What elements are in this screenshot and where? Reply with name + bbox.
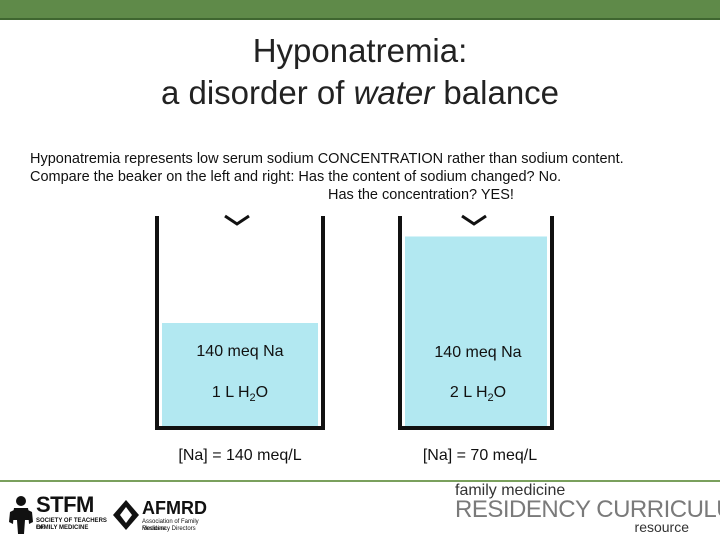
- title-emphasis: water: [353, 74, 435, 111]
- beaker-left-sodium: 140 meq Na: [196, 343, 284, 360]
- beaker-left-water-sub: 2: [249, 392, 256, 405]
- title-line-2-prefix: a disorder of: [160, 74, 354, 111]
- intro-text: Hyponatremia represents low serum sodium…: [30, 150, 700, 204]
- beaker-right-water: [405, 236, 547, 426]
- slide-title: Hyponatremia: a disorder of water balanc…: [0, 30, 720, 114]
- beaker-right-outline: [398, 216, 554, 430]
- afmrd-subtitle-1: Association of Family Medicine: [142, 519, 199, 532]
- stfm-subtitle-2: FAMILY MEDICINE: [36, 525, 89, 531]
- beaker-left-water-suffix: O: [255, 384, 269, 401]
- beaker-right-water-prefix: 2 L H: [449, 384, 488, 401]
- footer-divider: [0, 480, 720, 482]
- beaker-right-concentration: [Na] = 70 meq/L: [422, 447, 538, 464]
- afmrd-emblem-icon: [113, 500, 139, 530]
- beaker-right-water-sub: 2: [487, 392, 494, 405]
- beaker-left-water: [162, 323, 318, 426]
- stfm-subtitle-1: SOCIETY OF TEACHERS OF: [36, 518, 107, 531]
- beaker-left-graphic: [155, 214, 325, 430]
- header-divider: [0, 18, 720, 20]
- stfm-emblem-icon: [9, 496, 33, 534]
- beaker-right-sodium: 140 meq Na: [434, 344, 522, 361]
- curriculum-line-3: resource: [634, 519, 689, 535]
- intro-line-1: Hyponatremia represents low serum sodium…: [30, 151, 624, 167]
- afmrd-logo: AFMRD Association of Family Medicine Res…: [112, 498, 222, 538]
- curriculum-logo: family medicine RESIDENCY CURRICULUM res…: [455, 482, 720, 538]
- header-bar: [0, 0, 720, 18]
- beaker-left-outline: [155, 216, 325, 430]
- beaker-right: 140 meq Na 2 L H2O: [398, 212, 554, 430]
- stfm-name: STFM: [36, 492, 94, 517]
- title-line-1: Hyponatremia:: [252, 32, 468, 69]
- afmrd-subtitle-2: Residency Directors: [142, 526, 196, 532]
- beaker-left: 140 meq Na 1 L H2O: [155, 212, 325, 430]
- intro-line-3: Has the concentration? YES!: [328, 187, 514, 203]
- title-line-2-suffix: balance: [434, 74, 560, 111]
- beaker-left-water-volume: 1 L H2O: [160, 384, 320, 404]
- beaker-left-spout: [224, 214, 250, 226]
- title-line-2: a disorder of water balance: [0, 72, 720, 114]
- beaker-left-water-prefix: 1 L H: [211, 384, 250, 401]
- curriculum-line-1: family medicine: [455, 482, 566, 499]
- beaker-right-spout: [461, 214, 487, 226]
- beaker-left-concentration: [Na] = 140 meq/L: [178, 447, 302, 464]
- intro-line-2: Compare the beaker on the left and right…: [30, 169, 562, 185]
- beaker-right-water-suffix: O: [493, 384, 507, 401]
- curriculum-line-2: RESIDENCY CURRICULUM: [455, 496, 720, 523]
- afmrd-name: AFMRD: [142, 498, 207, 518]
- beaker-right-graphic: [398, 214, 554, 430]
- beaker-right-water-volume: 2 L H2O: [398, 384, 558, 404]
- stfm-logo: STFM SOCIETY OF TEACHERS OF FAMILY MEDIC…: [8, 492, 108, 536]
